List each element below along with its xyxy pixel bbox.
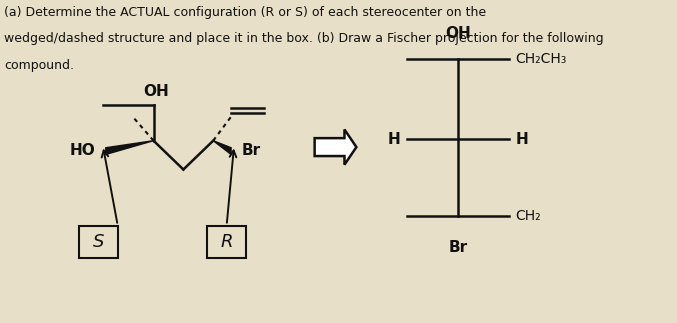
Text: S: S: [93, 233, 104, 251]
Bar: [207, 225, 246, 257]
Text: OH: OH: [144, 84, 169, 99]
Text: HO: HO: [69, 143, 95, 159]
Text: Br: Br: [448, 240, 467, 255]
Bar: [79, 225, 118, 257]
Text: OH: OH: [445, 26, 471, 41]
Text: H: H: [387, 131, 400, 147]
Polygon shape: [213, 141, 231, 154]
Text: compound.: compound.: [4, 59, 74, 72]
Text: wedged/dashed structure and place it in the box. (b) Draw a Fischer projection f: wedged/dashed structure and place it in …: [4, 32, 604, 45]
Text: H: H: [516, 131, 529, 147]
Text: CH₂: CH₂: [516, 209, 542, 223]
Text: R: R: [221, 233, 233, 251]
Polygon shape: [106, 141, 154, 154]
Bar: [315, 138, 345, 156]
Text: Br: Br: [242, 143, 261, 159]
Text: CH₂CH₃: CH₂CH₃: [516, 52, 567, 66]
Polygon shape: [315, 130, 356, 165]
Polygon shape: [345, 130, 356, 165]
Text: (a) Determine the ACTUAL configuration (R or S) of each stereocenter on the: (a) Determine the ACTUAL configuration (…: [4, 6, 487, 19]
